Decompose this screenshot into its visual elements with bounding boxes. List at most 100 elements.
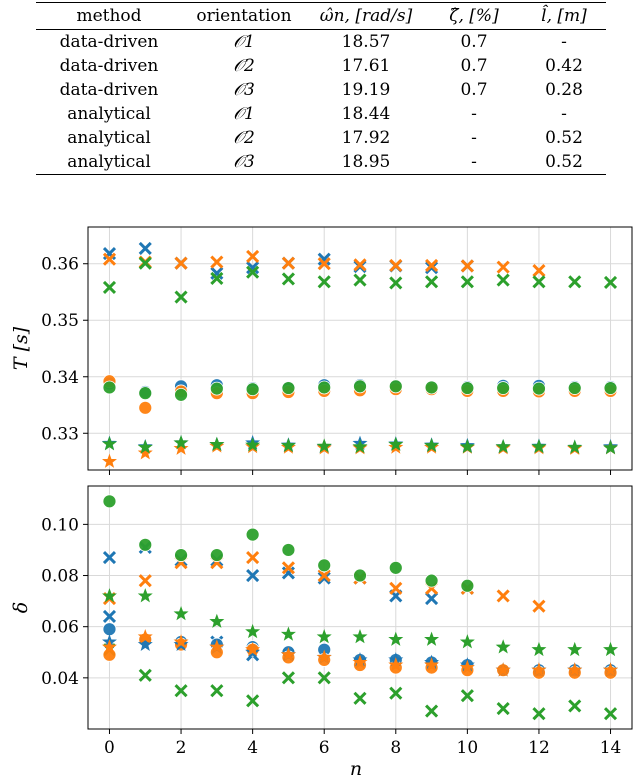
data-point-star [495,662,511,677]
y-axis-label: δ [10,602,32,613]
data-point-circle [317,380,332,395]
data-point-circle [496,381,511,395]
data-point-cross [425,704,439,718]
data-point-cross [389,276,403,290]
col-header-method: method [76,6,142,26]
data-point-cross [532,263,546,278]
data-point-circle [353,568,367,583]
data-point-star [173,440,189,455]
data-point-star [603,641,619,657]
cell-omega: 19.19 [341,80,391,100]
data-point-star [316,629,332,644]
cell-method: data-driven [59,80,159,100]
data-point-star [352,629,368,644]
data-point-cross [353,691,367,705]
data-point-star [173,434,189,450]
data-point-star [209,613,225,628]
data-point-circle [388,379,403,394]
parameter-table: method orientation ω̂n, [rad/s] ζ̂, [%] … [36,2,606,175]
data-point-circle [209,548,224,562]
table-row: data-driven 𝒪3 19.19 0.7 0.28 [36,78,606,102]
data-point-cross [425,258,439,272]
cell-method: data-driven [59,56,159,76]
x-tick-label: 0 [104,738,115,758]
data-point-cross [425,275,439,289]
cell-length: - [561,32,567,52]
cell-zeta: 0.7 [460,56,488,76]
data-point-star [137,636,153,651]
cell-length: - [561,104,567,124]
data-point-circle [138,386,153,401]
cell-length: 0.52 [545,128,583,148]
data-point-circle [102,494,117,509]
data-point-star [137,445,153,460]
data-point-cross [174,256,188,270]
data-point-star [388,657,404,672]
cell-method: analytical [67,152,151,172]
data-point-star [101,639,117,654]
data-point-circle [567,381,582,395]
data-point-circle [138,537,153,552]
data-point-star [495,639,511,654]
cell-length: 0.52 [545,152,583,172]
data-point-cross [138,574,152,588]
data-point-star [603,662,619,677]
data-point-cross [281,272,295,286]
data-point-cross [496,273,510,287]
data-point-cross [317,275,331,289]
data-point-star [567,662,583,677]
data-point-cross [317,257,331,271]
y-tick-label: 0.33 [41,424,79,444]
y-tick-label: 0.04 [41,669,79,689]
data-point-star [173,634,189,649]
data-point-cross [425,261,439,275]
cell-length: 0.42 [545,56,583,76]
data-point-circle [138,400,153,415]
y-axis-label: T [s] [10,326,32,370]
table-header-row: method orientation ω̂n, [rad/s] ζ̂, [%] … [36,2,606,30]
data-point-star [603,440,619,455]
data-point-star [137,629,153,644]
y-tick-label: 0.10 [41,515,79,535]
cell-zeta: 0.7 [460,32,488,52]
data-point-cross [496,260,510,274]
cell-zeta: - [471,128,477,148]
cell-orientation: 𝒪1 [233,104,255,124]
data-point-star [137,588,153,603]
data-point-cross [138,668,152,682]
data-point-star [101,453,117,468]
data-point-cross [389,581,403,595]
x-tick-label: 2 [176,738,187,758]
data-point-cross [210,266,224,280]
table-row: analytical 𝒪3 18.95 - 0.52 [36,150,606,175]
data-point-cross [317,252,331,266]
cell-omega: 18.57 [341,32,391,52]
x-tick-label: 14 [600,738,622,758]
data-point-star [459,659,475,674]
y-tick-label: 0.06 [41,618,79,638]
data-point-circle [460,381,475,395]
data-point-cross [317,568,331,583]
col-header-orientation: orientation [196,6,292,26]
data-point-circle [245,382,260,397]
cell-orientation: 𝒪2 [233,128,255,148]
data-point-star [424,631,440,646]
data-point-cross [102,280,117,295]
table-row: analytical 𝒪2 17.92 - 0.52 [36,126,606,150]
x-tick-label: 6 [319,738,330,758]
data-point-star [352,438,368,454]
data-point-star [424,437,440,453]
data-point-circle [460,578,475,593]
data-point-cross [460,259,474,273]
plot-frame [87,226,633,471]
data-point-cross [281,566,295,580]
data-point-star [567,439,583,454]
data-point-cross [496,589,510,603]
data-point-star [531,662,547,677]
col-header-length: l̂, [m] [541,6,587,26]
data-point-cross [246,694,260,708]
data-point-cross [568,699,582,713]
data-point-star [495,438,511,454]
data-point-circle [174,387,188,402]
cell-omega: 18.44 [341,104,391,124]
